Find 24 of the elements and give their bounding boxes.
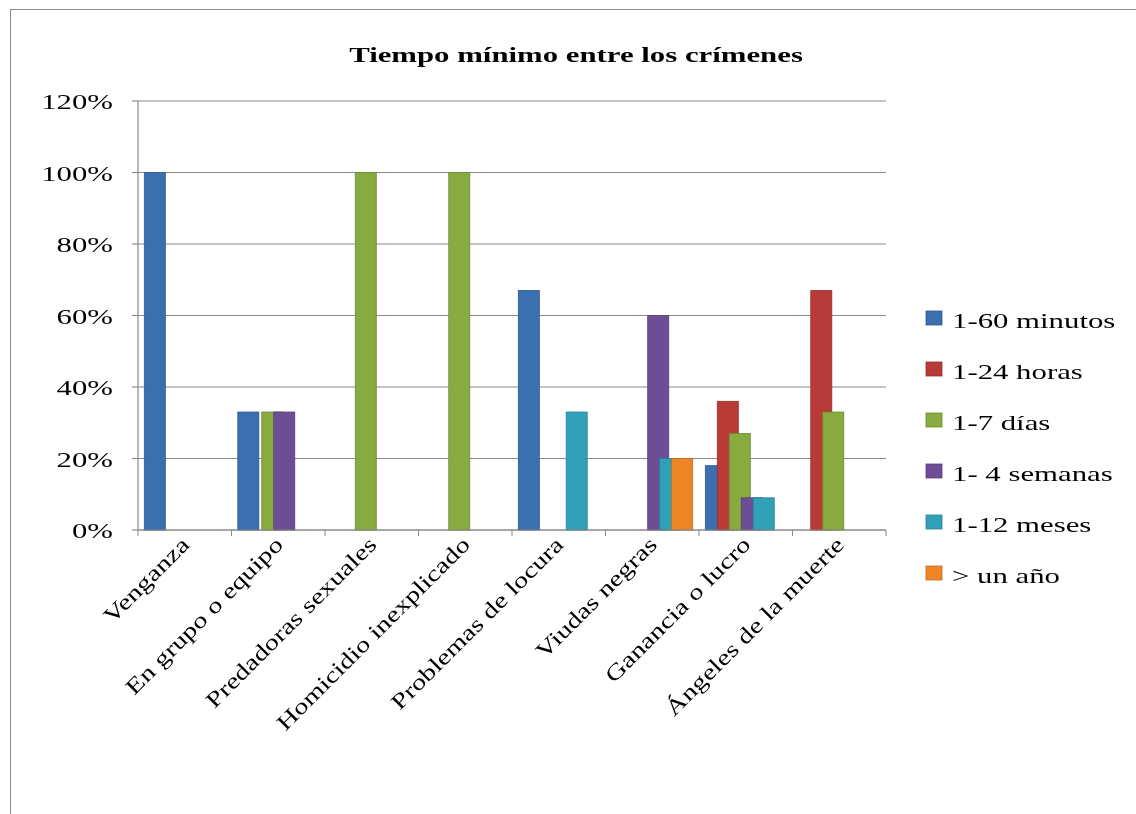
y-tick-label: 0%: [71, 518, 113, 543]
y-tick-label: 120%: [41, 89, 113, 114]
chart-title: Tiempo mínimo entre los crímenes: [349, 42, 803, 67]
bar: [237, 411, 260, 531]
legend-label: 1-12 meses: [952, 512, 1092, 537]
legend-label: > un año: [952, 563, 1060, 588]
y-tick-label: 20%: [56, 446, 113, 472]
bar: [448, 172, 471, 531]
bar: [752, 497, 775, 531]
legend-label: 1- 4 semanas: [952, 461, 1113, 486]
bar: [273, 411, 296, 531]
bar: [143, 172, 166, 531]
y-tick-label: 80%: [56, 232, 113, 257]
bar: [565, 411, 588, 531]
legend-label: 1-60 minutos: [952, 308, 1116, 333]
y-tick-label: 60%: [56, 303, 113, 329]
y-tick-label: 100%: [41, 160, 113, 186]
bar: [354, 172, 377, 531]
bar: [671, 458, 694, 531]
bar: [822, 411, 845, 531]
legend-label: 1-24 horas: [952, 359, 1083, 384]
y-tick-label: 40%: [56, 375, 113, 400]
legend-label: 1-7 días: [952, 410, 1051, 435]
bar: [517, 290, 540, 531]
